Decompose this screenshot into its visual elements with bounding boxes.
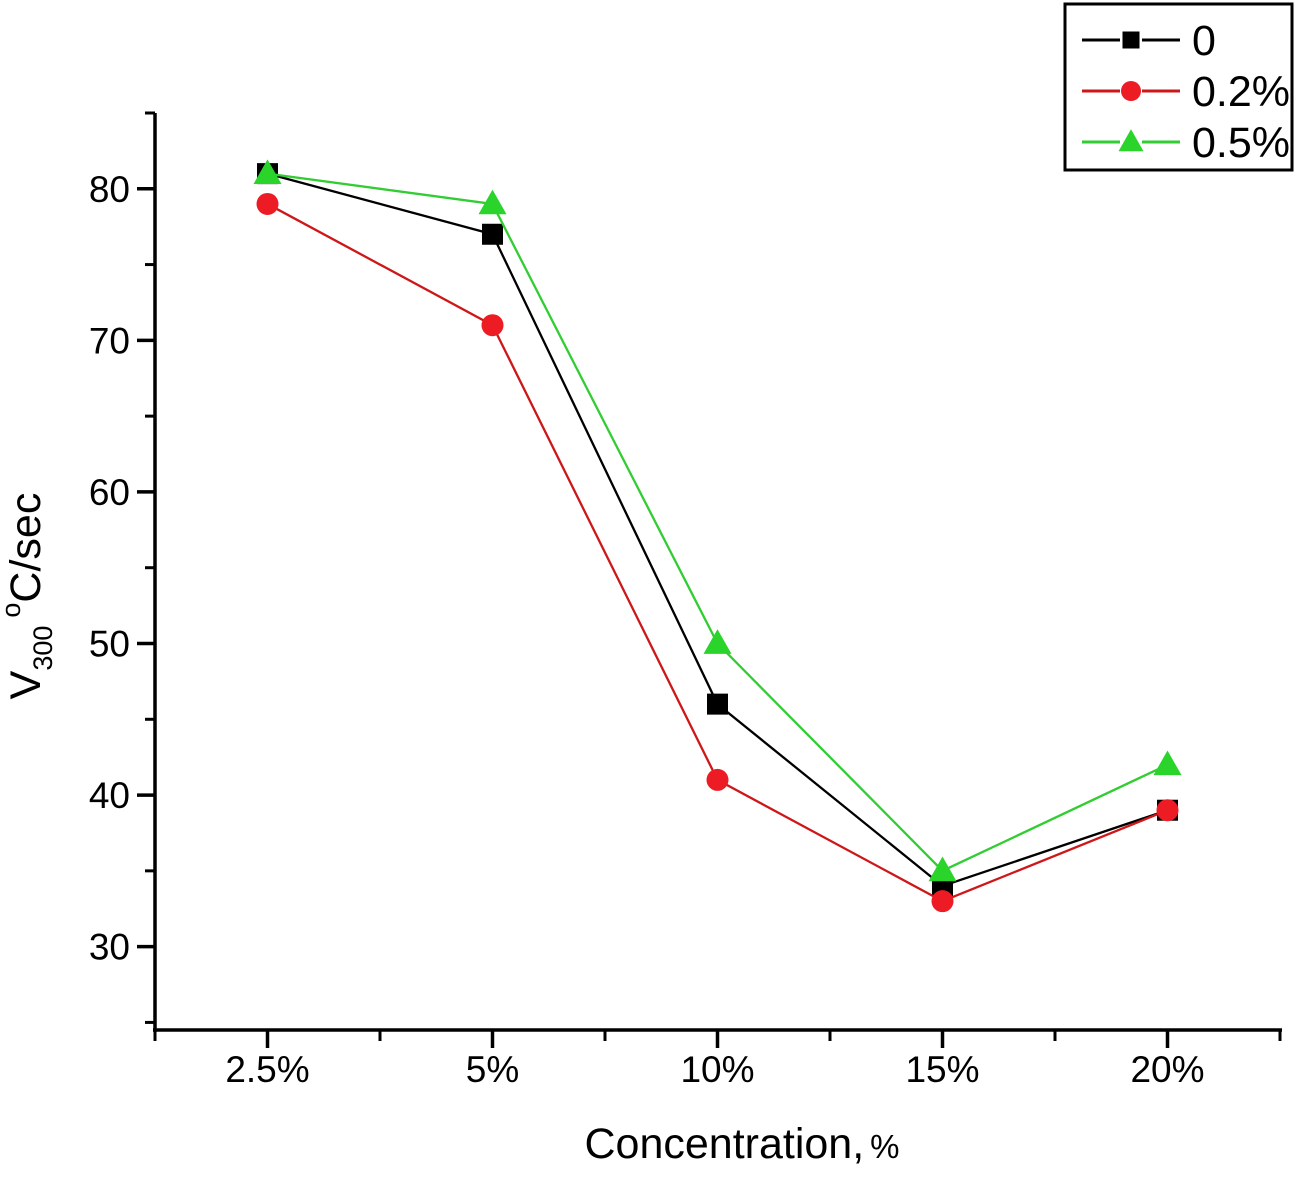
series-1-marker xyxy=(481,314,504,337)
legend-marker xyxy=(1122,31,1140,49)
x-axis-title: Concentration,% xyxy=(584,1120,899,1168)
x-tick-label: 20% xyxy=(1130,1049,1204,1090)
legend-marker xyxy=(1121,81,1141,101)
legend-label: 0.5% xyxy=(1192,119,1290,167)
series-1-marker xyxy=(1156,799,1179,822)
series-1-marker xyxy=(256,192,279,215)
y-tick-label: 80 xyxy=(89,169,130,210)
legend-label: 0.2% xyxy=(1192,68,1290,116)
series-2-marker xyxy=(928,856,957,882)
x-tick-label: 10% xyxy=(680,1049,754,1090)
y-tick-label: 30 xyxy=(89,927,130,968)
legend-marker xyxy=(1118,129,1144,152)
y-tick-label: 50 xyxy=(89,623,130,664)
y-tick-label: 60 xyxy=(89,472,130,513)
y-tick-label: 40 xyxy=(89,775,130,816)
series-1-marker xyxy=(931,890,954,913)
x-tick-label: 5% xyxy=(466,1049,519,1090)
y-tick-label: 70 xyxy=(89,320,130,361)
x-tick-label: 15% xyxy=(905,1049,979,1090)
series-2-marker xyxy=(478,189,507,215)
series-2-marker xyxy=(253,159,282,184)
legend-label: 0 xyxy=(1192,17,1216,65)
series-0-marker xyxy=(482,223,503,245)
y-axis-title: V300oC/sec xyxy=(0,493,58,700)
series-2-marker xyxy=(703,629,732,654)
series-0-marker xyxy=(707,693,728,715)
x-tick-label: 2.5% xyxy=(225,1049,309,1090)
series-1-marker xyxy=(706,768,729,791)
series-2-marker xyxy=(1153,750,1182,776)
